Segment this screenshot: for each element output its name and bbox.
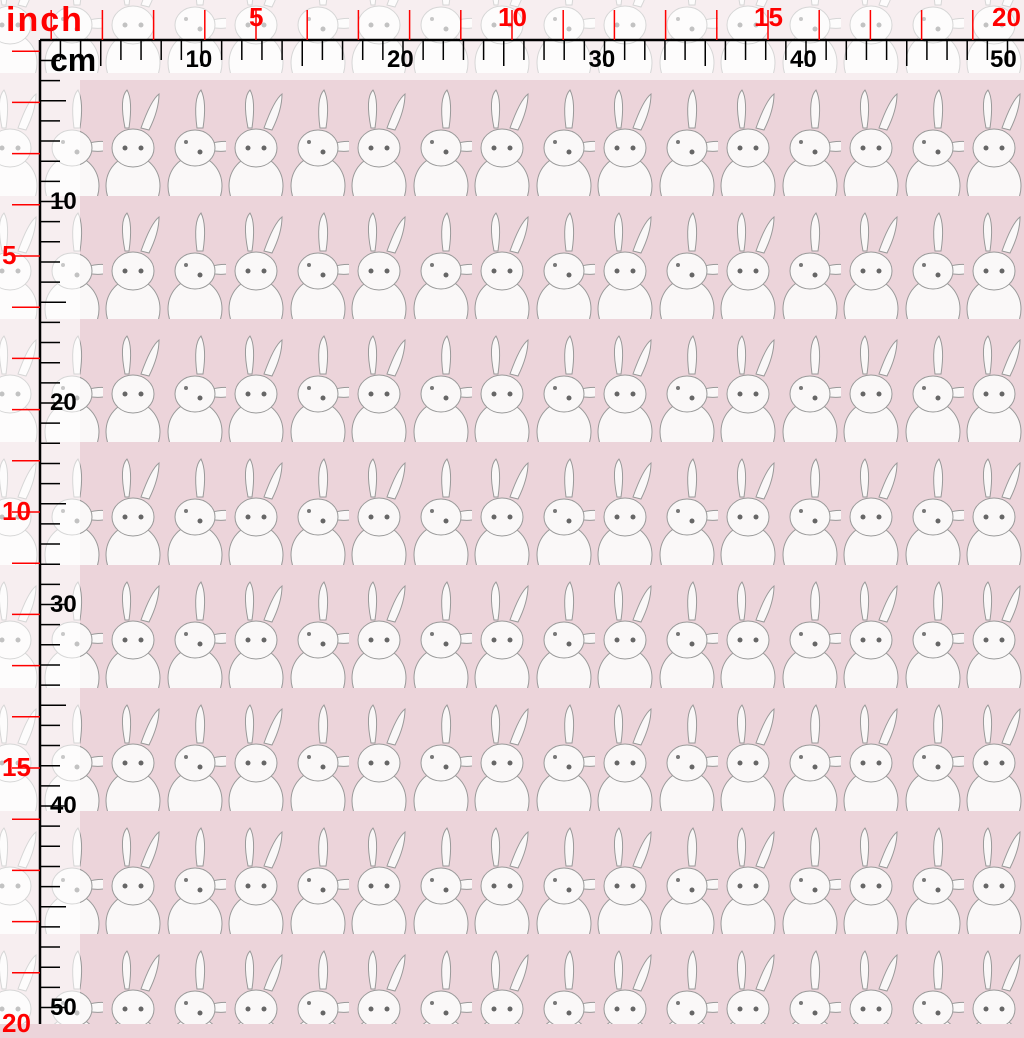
inch-label-top: 15 — [754, 2, 783, 32]
cm-label-left: 10 — [50, 187, 77, 215]
cm-label-top: 10 — [185, 46, 213, 73]
cm-label-top: 30 — [588, 46, 616, 73]
cm-label-left: 50 — [50, 993, 77, 1021]
cm-label-left: 40 — [50, 792, 77, 819]
inch-label-top: 20 — [992, 2, 1021, 32]
inch-label-top: 10 — [498, 2, 527, 32]
cm-label-top: 50 — [990, 46, 1017, 73]
cm-label-left: 20 — [50, 389, 77, 416]
inch-label-left: 20 — [2, 1008, 31, 1038]
cm-label-top: 40 — [790, 46, 817, 73]
inch-label-left: 15 — [2, 752, 31, 782]
inch-label-left: 10 — [2, 496, 31, 526]
cm-unit-label: cm — [50, 42, 97, 78]
cm-label-left: 30 — [50, 590, 77, 618]
inch-unit-label: inch — [6, 1, 84, 39]
inch-label-left: 5 — [2, 240, 17, 270]
cm-label-top: 20 — [387, 46, 414, 73]
inch-label-top: 5 — [249, 2, 264, 32]
